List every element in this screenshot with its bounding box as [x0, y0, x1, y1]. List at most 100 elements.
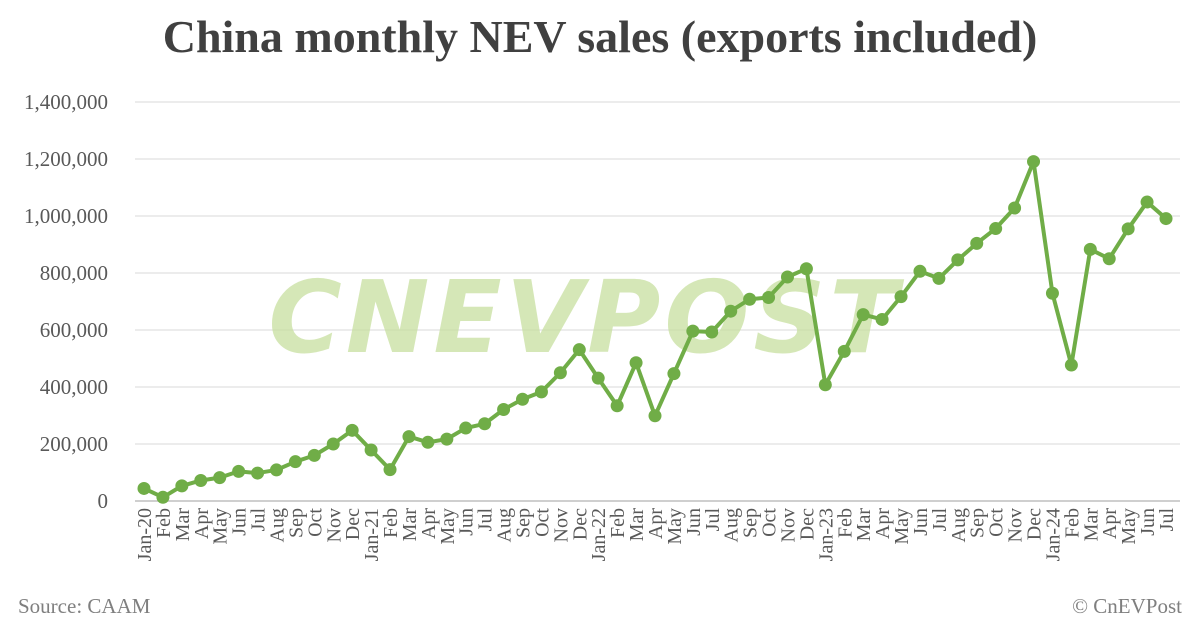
y-tick-label: 1,000,000: [24, 204, 108, 228]
data-point: [440, 432, 454, 446]
data-point: [251, 466, 265, 480]
data-point: [516, 392, 530, 406]
data-point: [364, 443, 378, 457]
x-tick-label: May: [1118, 508, 1140, 545]
data-point: [837, 344, 851, 358]
x-tick-label: Jul: [929, 508, 951, 532]
x-tick-label: Nov: [777, 508, 799, 542]
x-tick-label: Mar: [399, 508, 421, 542]
data-point: [667, 367, 681, 381]
x-tick-label: Dec: [342, 508, 364, 540]
x-tick-label: Dec: [1024, 508, 1046, 540]
data-point: [383, 463, 397, 477]
y-tick-label: 0: [98, 489, 109, 513]
y-axis-ticks: 0 200,000 400,000 600,000 800,000 1,000,000 1,…: [24, 90, 108, 513]
data-point: [326, 437, 340, 451]
data-point: [534, 385, 548, 399]
data-point: [497, 403, 511, 417]
y-tick-label: 800,000: [40, 261, 108, 285]
x-tick-label: Dec: [569, 508, 591, 540]
data-point: [951, 253, 965, 267]
data-point: [610, 399, 624, 413]
x-axis-ticks: Jan-20FebMarAprMayJunJulAugSepOctNovDecJ…: [134, 508, 1178, 562]
x-tick-label: Nov: [323, 508, 345, 542]
data-point: [1027, 155, 1041, 169]
x-tick-label: Aug: [266, 508, 288, 542]
data-point: [1140, 195, 1154, 209]
x-tick-label: Oct: [304, 508, 326, 537]
x-tick-label: Jan-24: [1042, 508, 1064, 561]
y-tick-label: 400,000: [40, 375, 108, 399]
y-tick-label: 1,400,000: [24, 90, 108, 114]
data-point: [989, 222, 1003, 236]
data-point: [175, 479, 189, 493]
data-point: [894, 290, 908, 304]
x-tick-label: Sep: [285, 508, 307, 538]
data-point: [269, 463, 283, 477]
x-tick-label: Mar: [626, 508, 648, 542]
data-point: [553, 366, 567, 380]
x-tick-label: Jun: [910, 508, 932, 536]
data-point: [629, 356, 643, 370]
x-tick-label: Aug: [721, 508, 743, 542]
x-tick-label: Jul: [248, 508, 270, 532]
data-point: [913, 264, 927, 278]
x-tick-label: Jun: [456, 508, 478, 536]
x-tick-label: May: [891, 508, 913, 545]
x-tick-label: Jul: [1156, 508, 1178, 532]
x-tick-label: Jun: [1137, 508, 1159, 536]
data-point: [232, 464, 246, 478]
data-point: [156, 490, 170, 504]
x-tick-label: Mar: [1080, 508, 1102, 542]
x-tick-label: Apr: [645, 508, 667, 539]
x-tick-label: Jan-23: [815, 508, 837, 561]
data-point: [1008, 201, 1022, 215]
x-tick-label: Sep: [513, 508, 535, 538]
data-point: [875, 312, 889, 326]
data-point: [970, 236, 984, 250]
source-note: Source: CAAM: [18, 594, 151, 618]
data-point: [421, 435, 435, 449]
data-point: [402, 430, 416, 444]
data-point: [762, 291, 776, 305]
x-tick-label: Mar: [853, 508, 875, 542]
series-nev-sales: [137, 155, 1173, 504]
x-tick-label: Apr: [1099, 508, 1121, 539]
data-point: [572, 343, 586, 357]
x-tick-label: May: [210, 508, 232, 545]
x-tick-label: May: [437, 508, 459, 545]
data-point: [1121, 222, 1135, 236]
copyright-note: © CnEVPost: [1072, 594, 1182, 618]
x-tick-label: Feb: [607, 508, 629, 538]
x-tick-label: Apr: [418, 508, 440, 539]
data-point: [1102, 252, 1116, 266]
x-tick-label: Oct: [531, 508, 553, 537]
x-tick-label: Jan-20: [134, 508, 156, 561]
y-tick-label: 200,000: [40, 432, 108, 456]
x-tick-label: Jan-21: [361, 508, 383, 561]
x-tick-label: Feb: [1061, 508, 1083, 538]
x-tick-label: Sep: [740, 508, 762, 538]
data-point: [459, 421, 473, 435]
x-tick-label: Aug: [494, 508, 516, 542]
x-tick-label: May: [664, 508, 686, 545]
x-tick-label: Jun: [229, 508, 251, 536]
x-tick-label: Aug: [948, 508, 970, 542]
x-tick-label: Nov: [1005, 508, 1027, 542]
data-point: [724, 304, 738, 318]
data-point: [194, 473, 208, 487]
data-point: [478, 417, 492, 431]
data-point: [345, 423, 359, 437]
data-point: [856, 308, 870, 322]
data-point: [686, 324, 700, 338]
chart-title: China monthly NEV sales (exports include…: [162, 11, 1038, 62]
y-tick-label: 600,000: [40, 318, 108, 342]
x-tick-label: Dec: [796, 508, 818, 540]
x-tick-label: Jun: [683, 508, 705, 536]
x-tick-label: Apr: [191, 508, 213, 539]
data-point: [705, 325, 719, 339]
data-point: [743, 292, 757, 306]
data-point: [591, 371, 605, 385]
data-point: [1159, 212, 1173, 226]
